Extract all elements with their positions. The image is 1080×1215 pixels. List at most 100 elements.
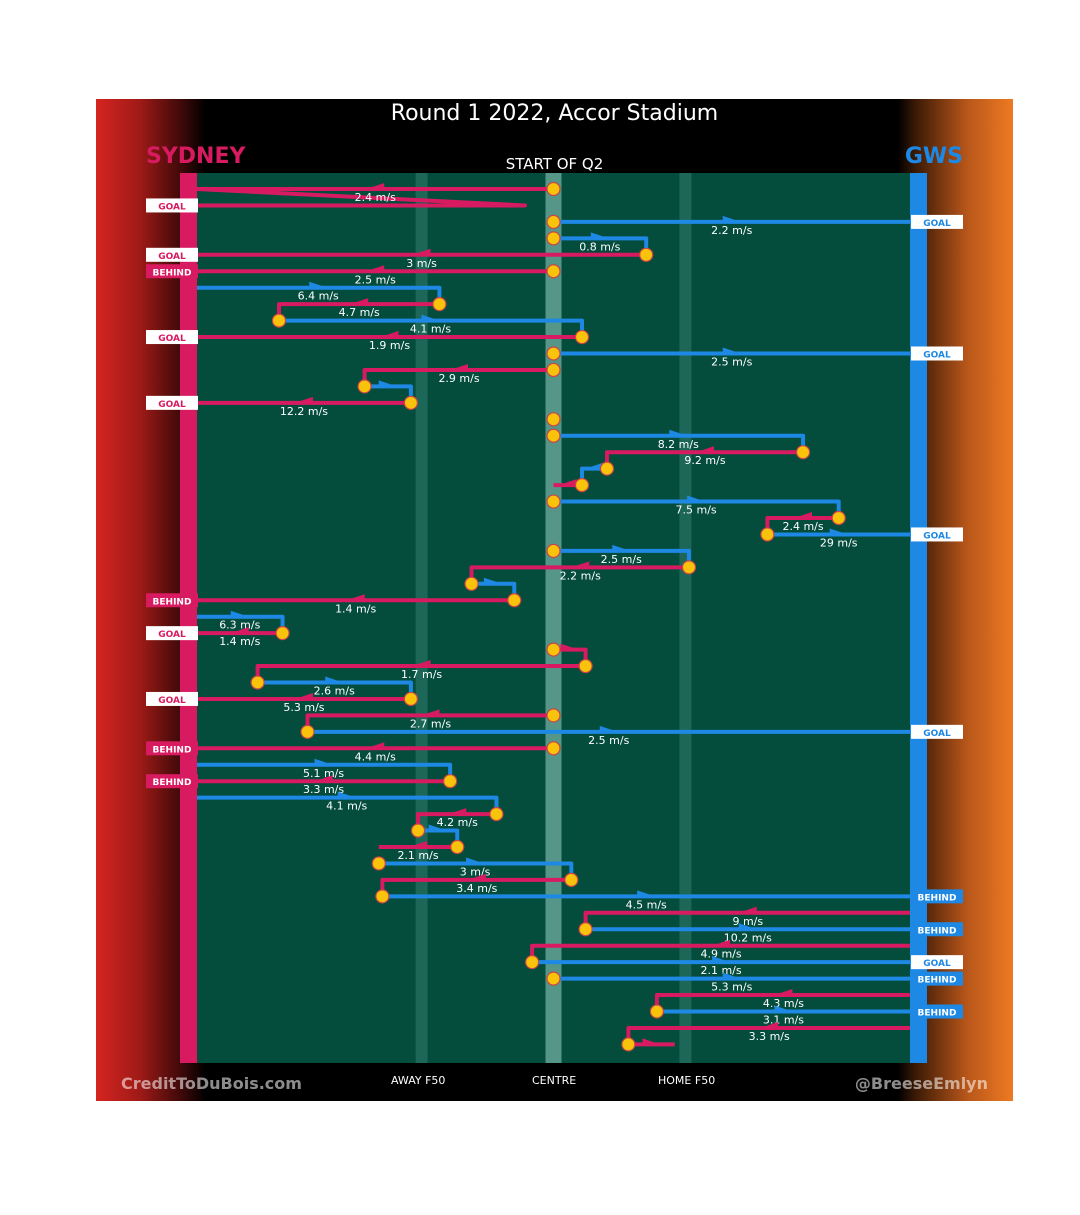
chain-arrow: [558, 479, 577, 486]
chain-start-marker: [546, 428, 561, 443]
result-badge: [146, 741, 198, 756]
chain-start-marker: [546, 708, 561, 723]
result-badge-label: GOAL: [923, 531, 951, 541]
chain-start-marker: [831, 510, 846, 526]
chain-speed-label: 1.4 m/s: [219, 635, 260, 648]
chain-arrow: [314, 758, 333, 765]
chain-start-marker: [489, 806, 504, 822]
result-badge: [911, 971, 963, 986]
result-badge-label: GOAL: [158, 696, 186, 706]
result-badge: [911, 346, 963, 361]
result-badge: [911, 724, 963, 739]
result-badge: [146, 264, 198, 279]
chain-arrow: [467, 873, 486, 880]
chain-start-marker: [546, 231, 561, 246]
chain-arrow: [350, 298, 369, 305]
result-badge-label: BEHIND: [153, 778, 192, 788]
chain-speed-label: 4.3 m/s: [763, 997, 804, 1010]
chain-speed-label: 12.2 m/s: [280, 405, 328, 418]
chain-arrow: [378, 380, 397, 387]
result-badge-label: GOAL: [923, 729, 951, 739]
result-badge-label: BEHIND: [918, 893, 957, 903]
chain-arrow: [294, 692, 313, 699]
result-badge: [146, 395, 198, 410]
chain-arrow: [712, 939, 731, 946]
result-badge-label: BEHIND: [153, 597, 192, 607]
chain-arrow: [590, 232, 609, 239]
chain-arrow: [412, 660, 431, 667]
result-badge: [146, 626, 198, 641]
chain-speed-label: 3.1 m/s: [763, 1014, 804, 1027]
chain-arrow: [294, 396, 313, 403]
chain-speed-label: 2.5 m/s: [588, 734, 629, 747]
chain-start-marker: [546, 181, 561, 197]
result-badge: [911, 955, 963, 970]
chain-start-marker: [410, 823, 426, 838]
chain-arrow: [366, 183, 385, 189]
chain-arrow: [560, 643, 579, 650]
chain-arrow: [669, 429, 688, 436]
chain-speed-label: 7.5 m/s: [676, 504, 717, 517]
chain-start-marker: [443, 774, 458, 789]
chain-arrow: [829, 528, 848, 535]
result-badge-label: GOAL: [923, 219, 951, 229]
chain-speed-label: 2.7 m/s: [410, 717, 451, 730]
chain-speed-label: 2.1 m/s: [700, 964, 741, 977]
chain-speed-label: 4.7 m/s: [339, 306, 380, 319]
chain-speed-label: 4.1 m/s: [410, 323, 451, 336]
chain-start-marker: [300, 724, 315, 739]
chain-start-marker: [546, 741, 561, 756]
result-badge: [911, 1004, 963, 1019]
chain-arrow: [409, 841, 428, 847]
chain-speed-label: 29 m/s: [820, 536, 858, 549]
chain-start-marker: [546, 543, 561, 558]
chart-title: Round 1 2022, Accor Stadium: [390, 101, 719, 126]
chain-speed-label: 1.7 m/s: [401, 668, 442, 681]
chain-arrow: [230, 610, 249, 617]
chain-start-marker: [621, 1037, 636, 1052]
chain-arrow: [696, 446, 715, 453]
result-badge-label: GOAL: [158, 630, 186, 640]
result-badge-label: GOAL: [158, 252, 186, 262]
chain-arrow: [412, 248, 431, 255]
chain-speed-label: 3 m/s: [406, 257, 437, 270]
chain-start-marker: [574, 478, 590, 493]
chain-speed-label: 2.1 m/s: [397, 849, 438, 862]
chain-speed-label: 5.3 m/s: [711, 981, 752, 994]
marker-label-away-f50: AWAY F50: [391, 1074, 446, 1087]
result-badge: [911, 922, 963, 937]
chain-arrow: [722, 972, 741, 979]
chain-start-marker: [546, 412, 561, 427]
away-f50-stripe: [415, 173, 428, 1063]
credit-left: CreditToDuBois.com: [121, 1074, 302, 1093]
chain-speed-label: 3.3 m/s: [303, 783, 344, 796]
chain-arrow: [380, 331, 399, 338]
chain-start-marker: [403, 691, 418, 707]
result-badge-label: GOAL: [158, 202, 186, 212]
chain-speed-label: 2.6 m/s: [314, 685, 355, 698]
chain-speed-label: 1.9 m/s: [369, 339, 410, 352]
chain-start-marker: [546, 642, 561, 657]
chain-start-marker: [578, 658, 593, 674]
chain-start-marker: [432, 297, 447, 312]
result-badge-label: BEHIND: [153, 745, 192, 755]
marker-label-home-f50: HOME F50: [658, 1074, 716, 1087]
chain-speed-label: 4.1 m/s: [326, 800, 367, 813]
result-badge: [911, 214, 963, 229]
marker-label-centre: CENTRE: [532, 1074, 577, 1087]
chain-arrow: [337, 791, 356, 798]
chain-start-marker: [546, 264, 561, 279]
chain-arrow: [687, 495, 706, 502]
chain-speed-label: 1.4 m/s: [335, 602, 376, 615]
chain-start-marker: [760, 527, 775, 542]
chart-frame: 2.4 m/s GOAL 2.2 m/s GOAL 0.8 m/s 3 m/s GOAL 2.…: [96, 99, 1013, 1101]
result-badge-label: GOAL: [158, 400, 186, 410]
chain-arrow: [738, 923, 757, 930]
chain-start-marker: [546, 362, 561, 378]
chain-arrow: [794, 512, 813, 518]
chain-start-marker: [546, 214, 561, 230]
chain-start-marker: [649, 1004, 664, 1019]
chain-speed-label: 2.4 m/s: [782, 520, 823, 533]
chain-start-marker: [574, 329, 590, 345]
chain-speed-label: 5.3 m/s: [283, 701, 324, 714]
